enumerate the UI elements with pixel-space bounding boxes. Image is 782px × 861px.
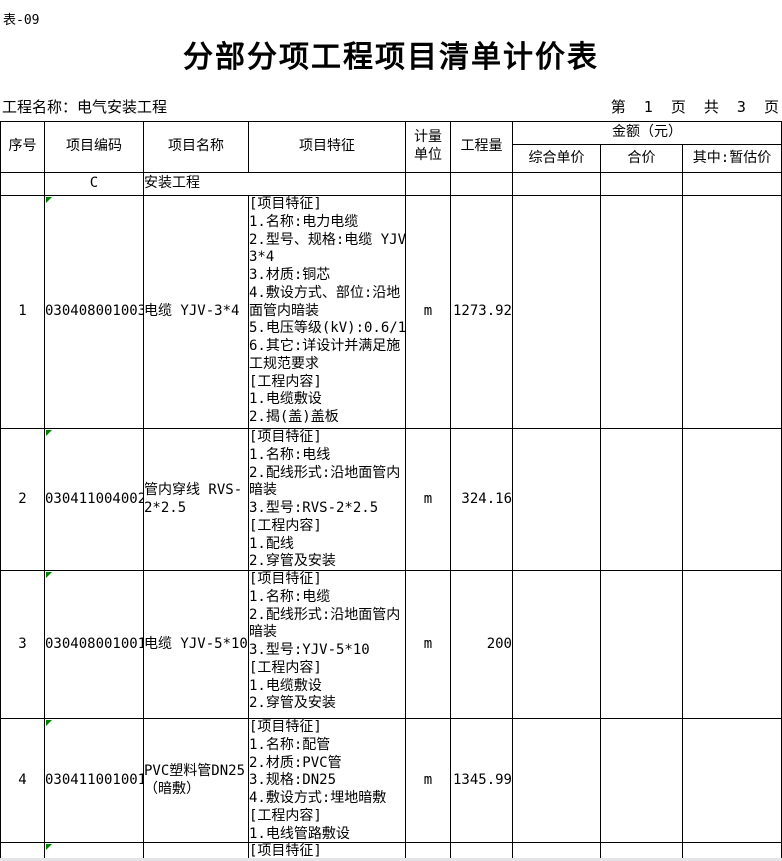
table-row: 2 030411004002 管内穿线 RVS- 2*2.5 [项目特征] 1.… [0,428,782,571]
feature-text: [项目特征] 1.名称:电线 2.配线形式:沿地面管内 暗装 3.型号:RVS-… [249,429,401,570]
cell-total-price [600,718,683,843]
cell-feature: [项目特征] 1.名称:配管 2.材质:PVC管 3.规格:DN25 4.敷设方… [248,718,406,843]
table-row: 3 030408001001 电缆 YJV-5*10 [项目特征] 1.名称:电… [0,570,782,719]
cell-unit-price [512,428,601,571]
error-triangle-icon [46,197,52,203]
cell-unit: m [405,195,451,429]
cell-total-price [600,570,683,719]
page-title: 分部分项工程项目清单计价表 [183,40,599,75]
feature-text: [项目特征] [249,843,322,860]
cell-unit-price [512,195,601,429]
cell-name: 电缆 YJV-3*4 [143,195,249,429]
cell-feature: [项目特征] [248,842,406,861]
cell-seq: 4 [0,718,45,843]
cell-unit: m [405,718,451,843]
cell-name: 电缆 YJV-5*10 [143,570,249,719]
cell-code: 030408001001 [44,570,144,719]
cell-seq: 3 [0,570,45,719]
cell-name: PVC塑料管DN25 （暗敷） [143,718,249,843]
col-header-name: 项目名称 [143,121,249,173]
cell-quantity: 1273.92 [450,195,513,429]
cell-provisional [681,570,782,719]
table-row: 4 030411001001 PVC塑料管DN25 （暗敷） [项目特征] 1.… [0,718,782,843]
cell-seq [0,172,45,196]
col-header-provisional: 其中:暂估价 [681,144,782,173]
cell-code: 030411001001 [44,718,144,843]
cell-seq: 2 [0,428,45,571]
col-header-code: 项目编码 [44,121,144,173]
cell-provisional [681,172,782,196]
section-row: C 安装工程 [0,172,782,196]
cell-quantity: 1345.99 [450,718,513,843]
col-header-unit-price: 综合单价 [512,144,601,173]
cell-provisional [681,428,782,571]
page-indicator: 第 1 页 共 3 页 [610,98,779,116]
table-row-partial: [项目特征] [0,842,782,861]
table-row: 1 030408001003 电缆 YJV-3*4 [项目特征] 1.名称:电力… [0,195,782,429]
window-edge-strip [0,858,782,861]
cell-provisional [681,195,782,429]
cell-total-price [600,195,683,429]
pricing-table: 序号 项目编码 项目名称 项目特征 计量 单位 工程量 金额（元） 综合单价 合… [0,121,782,861]
feature-text: [项目特征] 1.名称:电力电缆 2.型号、规格:电缆 YJV- 3*4 3.材… [249,196,405,426]
cell-code [44,842,144,861]
feature-text: [项目特征] 1.名称:配管 2.材质:PVC管 3.规格:DN25 4.敷设方… [249,719,387,842]
cell-quantity: 200 [450,570,513,719]
cell-code: 030408001003 [44,195,144,429]
error-triangle-icon [46,572,52,578]
cell-provisional [681,842,782,861]
cell-unit-price [512,570,601,719]
code-text: 030411004002 [45,490,144,507]
cell-feature: [项目特征] 1.名称:电力电缆 2.型号、规格:电缆 YJV- 3*4 3.材… [248,195,406,429]
cell-code: 030411004002 [44,428,144,571]
code-text: 030408001003 [45,303,144,320]
error-triangle-icon [46,430,52,436]
cell-name: 管内穿线 RVS- 2*2.5 [143,428,249,571]
error-triangle-icon [46,844,52,850]
cell-unit-price [512,172,601,196]
cell-feature: [项目特征] 1.名称:电线 2.配线形式:沿地面管内 暗装 3.型号:RVS-… [248,428,406,571]
cell-quantity [450,172,513,196]
cell-unit [405,172,451,196]
code-text: 030411001001 [45,771,144,788]
project-name: 工程名称：电气安装工程 [2,98,168,116]
cell-total-price [600,172,683,196]
header-row-sub: 综合单价 合价 其中:暂估价 [1,144,782,173]
error-triangle-icon [46,720,52,726]
cell-section-name: 安装工程 [143,172,406,196]
code-text: 030408001001 [45,635,144,652]
cell-feature: [项目特征] 1.名称:电缆 2.配线形式:沿地面管内 暗装 3.型号:YJV-… [248,570,406,719]
col-header-seq: 序号 [0,121,45,173]
form-number: 表-09 [3,13,40,28]
col-header-feature: 项目特征 [248,121,406,173]
header-row-top: 序号 项目编码 项目名称 项目特征 计量 单位 工程量 金额（元） [0,121,782,173]
cell-code: C [44,172,144,196]
cell-seq: 1 [0,195,45,429]
cell-unit: m [405,428,451,571]
cell-quantity: 324.16 [450,428,513,571]
col-header-quantity: 工程量 [450,121,513,173]
cell-unit: m [405,570,451,719]
col-header-total-price: 合价 [600,144,683,173]
cell-unit-price [512,718,601,843]
feature-text: [项目特征] 1.名称:电缆 2.配线形式:沿地面管内 暗装 3.型号:YJV-… [249,571,401,712]
cell-total-price [600,428,683,571]
cell-provisional [681,718,782,843]
col-header-amount-group: 金额（元） [511,121,782,145]
col-header-unit: 计量 单位 [405,121,451,173]
